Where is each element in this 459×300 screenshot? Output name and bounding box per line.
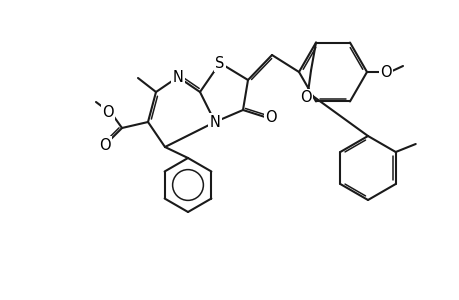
Text: O: O <box>264 110 276 124</box>
Text: N: N <box>172 70 183 85</box>
Text: O: O <box>300 90 311 105</box>
Text: O: O <box>379 64 391 80</box>
Text: O: O <box>99 137 111 152</box>
Text: S: S <box>215 56 224 70</box>
Text: O: O <box>102 104 113 119</box>
Text: N: N <box>209 115 220 130</box>
